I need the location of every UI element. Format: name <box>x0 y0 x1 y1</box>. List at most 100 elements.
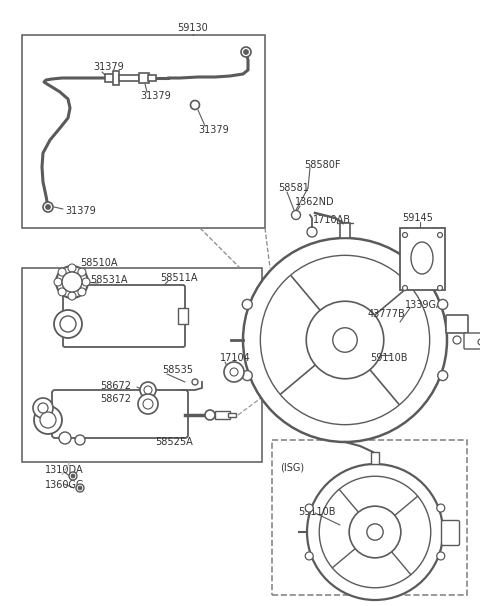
FancyBboxPatch shape <box>446 315 468 333</box>
Circle shape <box>307 464 443 600</box>
Circle shape <box>54 310 82 338</box>
Circle shape <box>140 382 156 398</box>
Text: 1360GG: 1360GG <box>45 480 84 490</box>
Text: 31379: 31379 <box>65 206 96 216</box>
Circle shape <box>205 410 215 420</box>
Circle shape <box>76 484 84 492</box>
Circle shape <box>62 272 82 292</box>
FancyBboxPatch shape <box>442 521 459 545</box>
Text: 58535: 58535 <box>162 365 193 375</box>
Circle shape <box>191 101 200 110</box>
Text: 59110B: 59110B <box>370 353 408 363</box>
Circle shape <box>78 268 86 276</box>
Circle shape <box>56 266 88 298</box>
Circle shape <box>58 268 66 276</box>
Bar <box>178 308 188 324</box>
Bar <box>215 411 230 419</box>
Circle shape <box>71 474 75 478</box>
Circle shape <box>306 301 384 379</box>
Circle shape <box>242 371 252 381</box>
Circle shape <box>349 506 401 558</box>
Text: 31379: 31379 <box>140 91 171 101</box>
Text: 58511A: 58511A <box>160 273 197 283</box>
Circle shape <box>453 336 461 344</box>
Circle shape <box>224 362 244 382</box>
Circle shape <box>143 399 153 409</box>
Text: 1339GA: 1339GA <box>405 300 444 310</box>
Circle shape <box>59 432 71 444</box>
Circle shape <box>144 386 152 394</box>
Text: 31379: 31379 <box>93 62 124 72</box>
Circle shape <box>38 403 48 413</box>
Circle shape <box>437 504 445 512</box>
Circle shape <box>82 278 90 286</box>
Text: 58581: 58581 <box>278 183 309 193</box>
Circle shape <box>78 288 86 296</box>
Circle shape <box>438 299 448 310</box>
Circle shape <box>403 233 408 238</box>
Text: 17104: 17104 <box>220 353 251 363</box>
Circle shape <box>75 435 85 445</box>
Circle shape <box>58 288 66 296</box>
Circle shape <box>34 406 62 434</box>
Bar <box>272 440 467 595</box>
Bar <box>148 75 156 81</box>
Bar <box>119 75 139 81</box>
Ellipse shape <box>411 242 433 274</box>
Circle shape <box>33 398 53 418</box>
Text: 59145: 59145 <box>402 213 433 223</box>
Circle shape <box>242 299 252 310</box>
Text: 1362ND: 1362ND <box>295 197 335 207</box>
FancyBboxPatch shape <box>464 333 480 349</box>
Circle shape <box>437 552 445 560</box>
Bar <box>22 268 262 462</box>
Bar <box>22 35 265 228</box>
Bar <box>340 223 350 238</box>
Text: (ISG): (ISG) <box>280 462 304 472</box>
Text: 1710AB: 1710AB <box>313 215 351 225</box>
Circle shape <box>333 328 357 352</box>
Circle shape <box>60 316 76 332</box>
Circle shape <box>230 368 238 376</box>
Text: 1310DA: 1310DA <box>45 465 84 475</box>
Text: 58510A: 58510A <box>80 258 118 268</box>
Circle shape <box>437 285 443 290</box>
Circle shape <box>192 379 198 385</box>
Circle shape <box>438 371 448 381</box>
FancyBboxPatch shape <box>63 285 185 347</box>
Text: 58531A: 58531A <box>90 275 128 285</box>
Circle shape <box>54 278 62 286</box>
Text: 59110B: 59110B <box>298 507 336 517</box>
Circle shape <box>307 227 317 237</box>
Circle shape <box>260 255 430 425</box>
Circle shape <box>243 238 447 442</box>
Circle shape <box>69 472 77 480</box>
Circle shape <box>68 292 76 300</box>
Text: 59130: 59130 <box>178 23 208 33</box>
Circle shape <box>291 210 300 219</box>
Bar <box>400 228 445 290</box>
Circle shape <box>68 264 76 272</box>
Text: 58672: 58672 <box>100 381 131 391</box>
Text: 58580F: 58580F <box>304 160 340 170</box>
Circle shape <box>138 394 158 414</box>
Circle shape <box>437 233 443 238</box>
Circle shape <box>241 47 251 57</box>
Bar <box>139 73 149 83</box>
Circle shape <box>367 524 383 540</box>
Text: 43777B: 43777B <box>368 309 406 319</box>
Circle shape <box>40 412 56 428</box>
FancyBboxPatch shape <box>52 390 188 438</box>
Circle shape <box>78 486 82 490</box>
Circle shape <box>243 50 249 55</box>
Text: 58672: 58672 <box>100 394 131 404</box>
Bar <box>105 74 117 82</box>
Circle shape <box>46 204 50 210</box>
Circle shape <box>43 202 53 212</box>
Circle shape <box>319 476 431 588</box>
Text: 31379: 31379 <box>198 125 229 135</box>
Circle shape <box>305 552 313 560</box>
Circle shape <box>305 504 313 512</box>
Circle shape <box>478 339 480 345</box>
Bar <box>371 452 379 464</box>
